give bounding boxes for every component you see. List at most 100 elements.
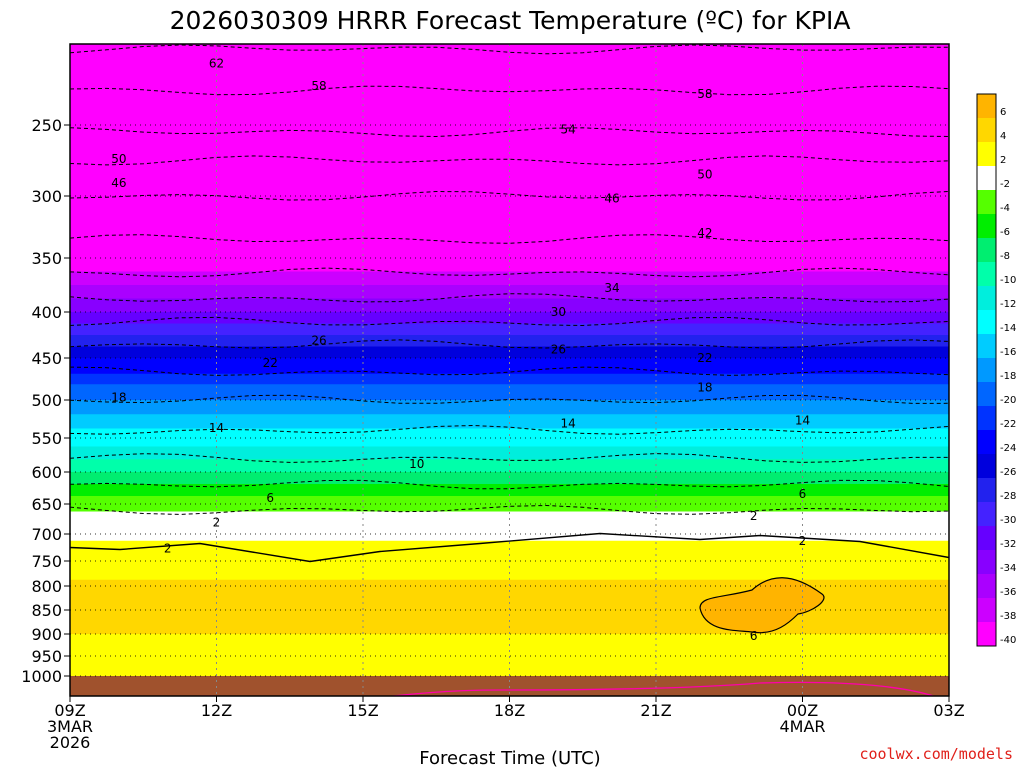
contour-label-text: 30: [551, 305, 566, 319]
contour-label-text: 10: [409, 457, 424, 471]
contour-label-text: 58: [697, 87, 712, 101]
legend-swatch: [977, 166, 996, 191]
temperature-band: [70, 540, 949, 549]
legend-label: 4: [1000, 131, 1006, 142]
contour-label: 50: [111, 152, 126, 166]
y-tick-label: 550: [31, 429, 62, 448]
temperature-band: [70, 74, 949, 86]
temperature-band: [70, 151, 949, 162]
temperature-band: [70, 234, 949, 244]
legend-label: 6: [1000, 107, 1006, 118]
contour-label: 30: [551, 305, 566, 319]
temperature-band: [70, 133, 949, 144]
legend-label: -20: [1000, 395, 1016, 406]
contour-label-text: 18: [697, 380, 712, 394]
temperature-band: [70, 592, 949, 599]
y-tick-label: 250: [31, 116, 62, 135]
temperature-band: [70, 404, 949, 411]
x-axis-label: Forecast Time (UTC): [419, 748, 600, 768]
gridlines: [70, 44, 949, 696]
legend-frame: [976, 93, 997, 647]
y-tick-label: 1000: [21, 667, 62, 686]
temperature-band: [70, 442, 949, 448]
legend-label: -40: [1000, 635, 1016, 646]
temperature-band: [70, 459, 949, 465]
contour-label: 6: [799, 487, 807, 501]
legend-swatch: [977, 94, 996, 119]
temperature-band: [70, 291, 949, 300]
temperature-band: [70, 610, 949, 617]
legend-swatch: [977, 622, 996, 647]
temperature-band: [70, 507, 949, 513]
legend-swatch: [977, 502, 996, 527]
contour-label-text: 22: [263, 356, 278, 370]
isotherm-lines: [70, 44, 949, 696]
contour-label-text: 22: [697, 351, 712, 365]
temperature-band: [70, 476, 949, 481]
temperature-band: [70, 472, 949, 477]
legend-swatch: [977, 454, 996, 479]
x-tick-label: 4MAR: [779, 717, 825, 736]
y-tick-label: 450: [31, 349, 62, 368]
temperature-band: [70, 604, 949, 611]
x-tick-label: 21Z: [640, 701, 671, 720]
freezing-line: [180, 681, 936, 696]
temperature-band: [70, 488, 949, 493]
temperature-band: [70, 634, 949, 641]
temperature-band: [70, 663, 949, 668]
contour-label: 26: [551, 343, 566, 357]
temperature-band: [70, 428, 949, 434]
x-tick-label: 00Z: [787, 701, 818, 720]
contour-label-text: 26: [551, 343, 566, 357]
temperature-band: [70, 579, 949, 587]
contour-label-text: 14: [560, 417, 575, 431]
legend-swatch: [977, 334, 996, 359]
temperature-band: [70, 368, 949, 375]
contour-label-text: 46: [604, 191, 619, 205]
temperature-band: [70, 573, 949, 581]
contour-label-text: 46: [111, 176, 126, 190]
contour-label: 6: [266, 491, 274, 505]
legend-swatch: [977, 550, 996, 575]
legend-label: -18: [1000, 371, 1016, 382]
temperature-band: [70, 419, 949, 425]
y-tick-label: 800: [31, 577, 62, 596]
legend-label: 2: [1000, 155, 1006, 166]
contour-label: 58: [311, 79, 326, 93]
temperature-band: [70, 346, 949, 353]
contour-label-text: 62: [209, 56, 224, 70]
legend-label: -10: [1000, 275, 1016, 286]
contour-label-text: 42: [697, 226, 712, 240]
temperature-band: [70, 500, 949, 505]
temperature-band: [70, 455, 949, 460]
warm-layer-6c-region: [699, 577, 825, 634]
legend-swatch: [977, 478, 996, 503]
legend-swatch: [977, 382, 996, 407]
y-tick-label: 500: [31, 391, 62, 410]
contour-label-text: 2: [164, 542, 172, 556]
temperature-band: [70, 530, 949, 535]
legend-swatch: [977, 142, 996, 167]
temperature-band: [70, 169, 949, 179]
legend-swatch: [977, 214, 996, 239]
legend-swatch: [977, 286, 996, 311]
legend-label: -36: [1000, 587, 1016, 598]
x-tick-label: 12Z: [201, 701, 232, 720]
contour-label: 50: [697, 168, 712, 182]
legend-swatch: [977, 574, 996, 599]
y-tick-label: 400: [31, 303, 62, 322]
y-tick-label: 750: [31, 552, 62, 571]
temperature-band: [70, 554, 949, 562]
contour-label: 54: [560, 122, 575, 136]
y-tick-label: 300: [31, 187, 62, 206]
temperature-band: [70, 659, 949, 664]
legend-label: -2: [1000, 179, 1010, 190]
legend-label: -8: [1000, 251, 1010, 262]
contour-label: 46: [604, 191, 619, 205]
temperature-band: [70, 211, 949, 220]
temperature-band: [70, 423, 949, 430]
temperature-band: [70, 639, 949, 646]
contour-label-text: 2: [750, 509, 758, 523]
